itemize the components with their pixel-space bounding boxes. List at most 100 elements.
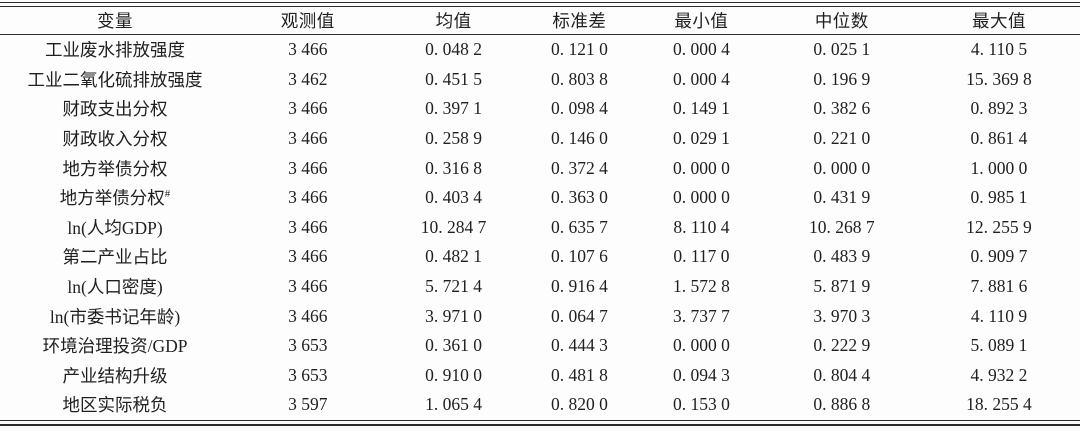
table-row: 财政支出分权 3 466 0. 397 1 0. 098 4 0. 149 1 0. 38… xyxy=(0,94,1080,124)
min-cell: 0. 153 0 xyxy=(672,394,730,415)
observations-cell: 3 466 xyxy=(288,39,328,60)
table-row: 地区实际税负 3 597 1. 065 4 0. 820 0 0. 153 0 0. 88… xyxy=(0,390,1080,420)
observations-cell: 3 462 xyxy=(288,68,328,89)
min-cell: 0. 000 0 xyxy=(672,187,730,208)
median-cell: 5. 871 9 xyxy=(813,276,871,297)
variable-cell: ln(人均GDP) xyxy=(67,217,163,238)
observations-cell: 3 466 xyxy=(288,187,328,208)
descriptive-statistics-table: 变量 观测值 均值 标准差 最小值 中位数 最大值 工业废水排放强度 3 466 0… xyxy=(0,6,1080,421)
mean-cell: 0. 361 0 xyxy=(425,335,483,356)
table-row: 产业结构升级 3 653 0. 910 0 0. 481 8 0. 094 3 0. 80… xyxy=(0,361,1080,391)
min-cell: 0. 000 0 xyxy=(672,157,730,178)
max-cell: 4. 110 9 xyxy=(970,305,1028,326)
std-dev-cell: 0. 064 7 xyxy=(550,305,608,326)
median-cell: 0. 221 0 xyxy=(813,128,871,149)
max-cell: 0. 909 7 xyxy=(970,246,1028,267)
std-dev-cell: 0. 107 6 xyxy=(550,246,608,267)
median-cell: 0. 431 9 xyxy=(813,187,871,208)
variable-cell: 工业废水排放强度 xyxy=(45,40,186,61)
variable-superscript: # xyxy=(164,188,171,201)
mean-cell: 0. 048 2 xyxy=(425,39,483,60)
variable-cell: ln(人口密度) xyxy=(67,277,163,298)
std-dev-cell: 0. 444 3 xyxy=(550,335,608,356)
table-row: 地方举债分权 3 466 0. 316 8 0. 372 4 0. 000 0 0. 00… xyxy=(0,153,1080,183)
table-row: 第二产业占比 3 466 0. 482 1 0. 107 6 0. 117 0 0. 48… xyxy=(0,242,1080,272)
std-dev-cell: 0. 481 8 xyxy=(550,364,608,385)
max-cell: 0. 892 3 xyxy=(970,98,1028,119)
mean-cell: 0. 482 1 xyxy=(425,246,483,267)
variable-cell: 地方举债分权# xyxy=(59,188,171,209)
observations-cell: 3 466 xyxy=(288,157,328,178)
variable-cell: 产业结构升级 xyxy=(62,365,168,386)
mean-cell: 0. 451 5 xyxy=(425,68,483,89)
min-cell: 0. 029 1 xyxy=(672,128,730,149)
table-row: 地方举债分权# 3 466 0. 403 4 0. 363 0 0. 000 0 0. 4… xyxy=(0,183,1080,213)
variable-cell: 地区实际税负 xyxy=(62,395,168,416)
std-dev-cell: 0. 916 4 xyxy=(550,276,608,297)
column-header-median: 中位数 xyxy=(765,6,918,35)
table-row: 环境治理投资/GDP 3 653 0. 361 0 0. 444 3 0. 000 0 0… xyxy=(0,331,1080,361)
table-row: 工业二氧化硫排放强度 3 462 0. 451 5 0. 803 8 0. 000 4 0… xyxy=(0,65,1080,95)
column-header-min: 最小值 xyxy=(637,6,766,35)
variable-cell: 财政收入分权 xyxy=(62,129,168,150)
table-row: 财政收入分权 3 466 0. 258 9 0. 146 0 0. 029 1 0. 22… xyxy=(0,124,1080,154)
observations-cell: 3 466 xyxy=(288,305,328,326)
median-cell: 3. 970 3 xyxy=(813,305,871,326)
std-dev-cell: 0. 146 0 xyxy=(550,128,608,149)
std-dev-cell: 0. 803 8 xyxy=(550,68,608,89)
max-cell: 15. 369 8 xyxy=(966,68,1032,89)
median-cell: 0. 000 0 xyxy=(813,157,871,178)
std-dev-cell: 0. 635 7 xyxy=(550,216,608,237)
min-cell: 8. 110 4 xyxy=(673,216,730,237)
min-cell: 3. 737 7 xyxy=(672,305,730,326)
observations-cell: 3 597 xyxy=(288,394,328,415)
max-cell: 0. 861 4 xyxy=(970,128,1028,149)
observations-cell: 3 653 xyxy=(288,364,328,385)
table-row: ln(人均GDP) 3 466 10. 284 7 0. 635 7 8. 110 4 1… xyxy=(0,213,1080,243)
max-cell: 4. 110 5 xyxy=(970,39,1028,60)
table-body: 工业废水排放强度 3 466 0. 048 2 0. 121 0 0. 000 4 0. … xyxy=(0,35,1080,421)
std-dev-cell: 0. 820 0 xyxy=(550,394,608,415)
min-cell: 0. 000 0 xyxy=(672,335,730,356)
variable-cell: 工业二氧化硫排放强度 xyxy=(27,69,203,90)
observations-cell: 3 466 xyxy=(288,128,328,149)
mean-cell: 0. 316 8 xyxy=(425,157,483,178)
median-cell: 0. 222 9 xyxy=(813,335,871,356)
min-cell: 1. 572 8 xyxy=(672,276,730,297)
median-cell: 0. 483 9 xyxy=(813,246,871,267)
column-header-std-dev: 标准差 xyxy=(521,6,638,35)
std-dev-cell: 0. 372 4 xyxy=(550,157,608,178)
min-cell: 0. 117 0 xyxy=(673,246,730,267)
table-row: ln(市委书记年龄) 3 466 3. 971 0 0. 064 7 3. 737 7 3… xyxy=(0,301,1080,331)
table-row: 工业废水排放强度 3 466 0. 048 2 0. 121 0 0. 000 4 0. … xyxy=(0,35,1080,65)
mean-cell: 10. 284 7 xyxy=(420,216,487,237)
observations-cell: 3 466 xyxy=(288,216,328,237)
variable-cell: 第二产业占比 xyxy=(62,247,168,268)
table-header: 变量 观测值 均值 标准差 最小值 中位数 最大值 xyxy=(0,6,1080,35)
table-row: ln(人口密度) 3 466 5. 721 4 0. 916 4 1. 572 8 5. … xyxy=(0,272,1080,302)
median-cell: 10. 268 7 xyxy=(809,216,875,237)
header-row: 变量 观测值 均值 标准差 最小值 中位数 最大值 xyxy=(0,6,1080,35)
mean-cell: 5. 721 4 xyxy=(425,276,483,297)
variable-cell: 地方举债分权 xyxy=(62,158,168,179)
median-cell: 0. 804 4 xyxy=(813,364,871,385)
column-header-mean: 均值 xyxy=(385,6,522,35)
median-cell: 0. 196 9 xyxy=(813,68,871,89)
mean-cell: 0. 403 4 xyxy=(425,187,483,208)
min-cell: 0. 000 4 xyxy=(672,39,730,60)
max-cell: 1. 000 0 xyxy=(970,157,1028,178)
mean-cell: 0. 910 0 xyxy=(425,364,483,385)
median-cell: 0. 382 6 xyxy=(813,98,871,119)
median-cell: 0. 886 8 xyxy=(813,394,871,415)
observations-cell: 3 466 xyxy=(288,276,328,297)
std-dev-cell: 0. 363 0 xyxy=(550,187,608,208)
max-cell: 5. 089 1 xyxy=(970,335,1028,356)
max-cell: 4. 932 2 xyxy=(970,364,1028,385)
std-dev-cell: 0. 098 4 xyxy=(550,98,608,119)
mean-cell: 1. 065 4 xyxy=(425,394,483,415)
median-cell: 0. 025 1 xyxy=(813,39,871,60)
max-cell: 0. 985 1 xyxy=(970,187,1028,208)
max-cell: 18. 255 4 xyxy=(966,394,1032,415)
min-cell: 0. 000 4 xyxy=(672,68,730,89)
